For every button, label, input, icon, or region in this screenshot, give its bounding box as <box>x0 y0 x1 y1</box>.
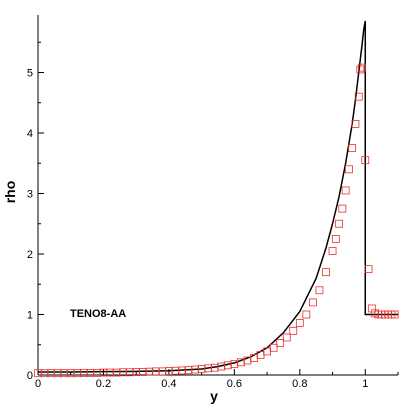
data-point-marker <box>217 362 226 371</box>
data-point-marker <box>66 369 75 378</box>
data-point-marker <box>145 367 154 376</box>
data-point-marker <box>86 368 95 377</box>
data-point-marker <box>269 343 278 352</box>
data-point-marker <box>106 368 114 377</box>
data-point-marker <box>250 354 258 362</box>
data-point-marker <box>328 247 337 255</box>
y-tick-label: 2 <box>27 249 33 261</box>
data-point-marker <box>302 310 311 319</box>
data-point-marker <box>47 369 55 378</box>
tick-marks <box>37 41 399 376</box>
x-tick-label: 0.4 <box>161 378 176 390</box>
data-point-marker <box>132 368 141 376</box>
data-point-marker <box>191 365 199 374</box>
data-point-marker <box>276 339 285 347</box>
data-point-marker <box>354 92 363 101</box>
data-point-marker <box>331 234 340 243</box>
data-point-marker <box>351 120 360 128</box>
data-point-marker <box>158 367 167 376</box>
data-point-marker <box>223 361 232 370</box>
data-point-marker <box>390 310 399 319</box>
data-point-marker <box>243 356 252 365</box>
axes <box>37 15 398 376</box>
y-tick-label: 1 <box>27 309 33 321</box>
data-point-marker <box>210 363 219 372</box>
data-point-marker <box>322 268 330 277</box>
data-point-marker <box>184 366 193 375</box>
data-point-marker <box>178 366 186 375</box>
data-point-marker <box>309 298 317 307</box>
data-point-marker <box>171 366 180 375</box>
data-point-marker <box>99 368 108 377</box>
data-point-marker <box>119 368 127 377</box>
data-point-marker <box>138 368 147 376</box>
tick-labels: 0 0.2 0.4 0.6 0.8 1 0 1 2 3 4 5 <box>27 67 368 390</box>
data-point-marker <box>60 369 69 378</box>
y-tick-label: 5 <box>27 67 33 79</box>
data-point-marker <box>93 368 101 377</box>
exact-solution-line <box>38 20 398 373</box>
data-point-marker <box>315 286 324 295</box>
data-point-marker <box>358 63 366 72</box>
x-tick-label: 0.2 <box>96 378 111 390</box>
data-point-marker <box>345 165 353 174</box>
x-tick-label: 0.6 <box>227 378 242 390</box>
data-point-marker <box>40 369 49 378</box>
y-axis-title: rho <box>2 181 18 204</box>
data-point-marker <box>204 364 213 373</box>
data-point-marker <box>165 367 173 375</box>
data-point-marker <box>282 333 291 342</box>
data-point-marker <box>295 319 304 327</box>
x-tick-label: 1 <box>362 378 368 390</box>
data-point-marker <box>364 265 373 274</box>
data-point-marker <box>34 369 42 378</box>
x-axis-title: y <box>210 388 218 404</box>
data-point-marker <box>112 368 121 377</box>
x-tick-label: 0.8 <box>292 378 307 390</box>
data-point-marker <box>289 326 298 335</box>
data-point-marker <box>125 368 134 377</box>
series-layer <box>34 20 399 378</box>
data-point-marker <box>230 360 239 369</box>
x-tick-label: 0 <box>35 378 41 390</box>
data-point-marker <box>341 186 350 195</box>
data-point-marker <box>197 365 206 373</box>
data-point-marker <box>356 65 365 74</box>
data-point-marker <box>151 367 160 376</box>
data-point-marker <box>361 156 370 165</box>
y-tick-label: 4 <box>27 128 33 140</box>
scheme-annotation: TENO8-AA <box>70 308 126 320</box>
y-tick-label: 0 <box>27 370 33 382</box>
y-tick-label: 3 <box>27 188 33 200</box>
data-point-marker <box>338 204 347 213</box>
data-point-marker <box>73 369 82 378</box>
data-point-marker <box>79 368 88 377</box>
data-point-marker <box>53 369 62 378</box>
data-point-marker <box>348 144 357 153</box>
data-point-marker <box>335 219 343 228</box>
data-point-marker <box>237 358 245 367</box>
